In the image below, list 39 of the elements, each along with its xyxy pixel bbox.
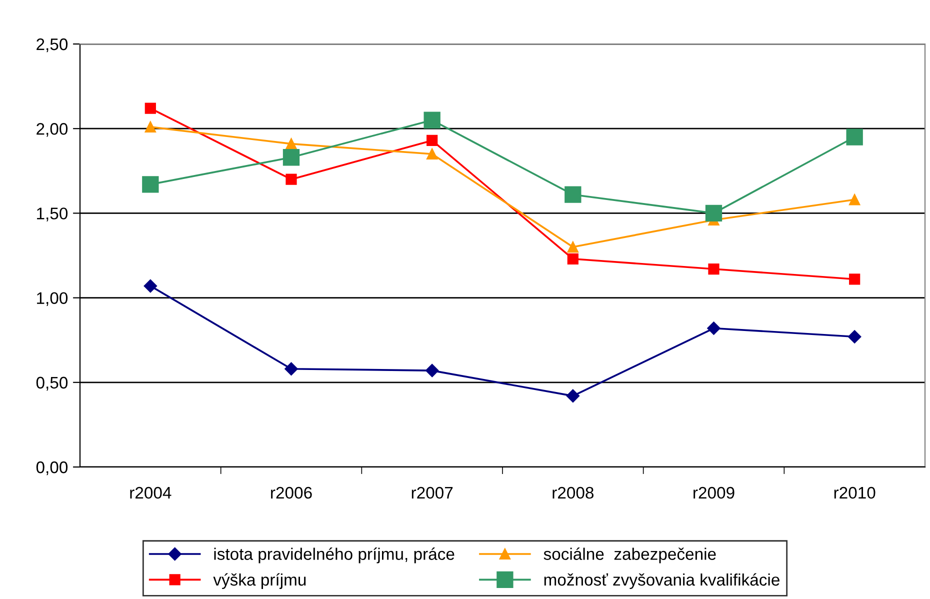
point — [564, 186, 582, 203]
point — [707, 322, 720, 335]
y-tick-label: 2,50 — [36, 38, 68, 52]
x-tick-label: r2008 — [552, 486, 594, 499]
x-tick-label: r2007 — [412, 486, 453, 499]
x-tick-label: r2009 — [694, 486, 734, 499]
legend-label: možnosť zvyšovania kvalifikácie — [544, 573, 780, 589]
x-tick-label: r2010 — [834, 486, 876, 499]
point — [282, 149, 300, 166]
point — [426, 134, 438, 146]
y-tick-label: 0,50 — [36, 376, 68, 391]
x-tick-label: r2004 — [130, 486, 172, 499]
legend-label: výška príjmu — [213, 573, 306, 589]
point — [849, 194, 860, 206]
point — [286, 138, 297, 150]
point — [566, 389, 580, 403]
point — [705, 204, 722, 222]
point — [144, 121, 156, 132]
point — [284, 362, 298, 376]
point — [144, 102, 156, 114]
y-tick-label: 2,00 — [36, 123, 68, 137]
y-tick-label: 1,00 — [37, 292, 68, 306]
point — [425, 364, 439, 378]
x-tick-label: r2006 — [271, 486, 312, 499]
point — [424, 112, 440, 128]
point — [426, 148, 438, 160]
point — [286, 174, 297, 185]
point — [142, 176, 159, 193]
point — [849, 274, 860, 285]
point — [708, 263, 720, 275]
point — [848, 330, 862, 344]
legend-label: sociálne zabezpečenie — [544, 548, 716, 564]
point — [846, 128, 863, 146]
point — [567, 241, 578, 253]
y-tick-label: 0,00 — [36, 461, 68, 476]
y-tick-label: 1,50 — [37, 208, 68, 222]
legend-label: istota pravidelného príjmu, práce — [214, 548, 454, 564]
point — [144, 279, 158, 293]
point — [567, 253, 578, 264]
